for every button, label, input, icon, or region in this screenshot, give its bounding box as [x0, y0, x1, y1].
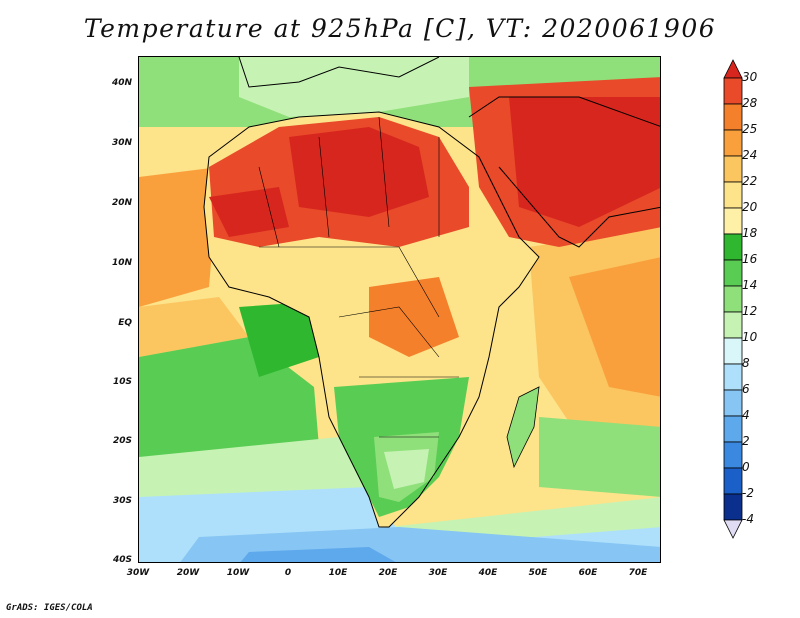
colorbar-swatch: [723, 337, 743, 365]
colorbar-swatch: [723, 493, 743, 521]
colorbar-swatch: [723, 77, 743, 105]
lat-label-20n: 20N: [111, 198, 132, 208]
southern-ocean-coldest: [240, 547, 396, 562]
lon-label-20w: 20W: [176, 568, 200, 578]
lon-label-20e: 20E: [378, 568, 398, 578]
lat-label-10s: 10S: [112, 377, 132, 387]
lon-label-70e: 70E: [628, 568, 648, 578]
mediterranean-cool: [239, 57, 469, 117]
colorbar-label: 0: [742, 460, 750, 474]
lat-label-30s: 30S: [112, 496, 132, 506]
west-sahara-hottest: [209, 187, 289, 237]
colorbar-label: 20: [742, 200, 758, 214]
lat-label-40n: 40N: [111, 78, 132, 88]
colorbar-swatch: [723, 467, 743, 495]
colorbar-swatch: [723, 415, 743, 443]
colorbar-label: 12: [742, 304, 758, 318]
lon-label-30w: 30W: [126, 568, 150, 578]
colorbar-swatch: [723, 259, 743, 287]
sahara-hottest: [289, 127, 429, 217]
colorbar-swatch: [723, 311, 743, 339]
south-atlantic-green-2: [239, 302, 319, 377]
madagascar: [506, 386, 540, 469]
colorbar-label: 18: [742, 226, 758, 240]
colorbar-label: 25: [742, 122, 758, 136]
country-borders: [258, 116, 459, 438]
colorbar-swatch: [723, 389, 743, 417]
temperature-map: [138, 56, 661, 563]
lon-label-30e: 30E: [428, 568, 448, 578]
colorbar-label: 28: [742, 96, 758, 110]
africa-coastline: [203, 111, 540, 528]
colorbar-swatch: [723, 129, 743, 157]
colorbar-label: 14: [742, 278, 758, 292]
colorbar-swatch: [723, 441, 743, 469]
colorbar-label: -2: [742, 486, 754, 500]
lat-label-20s: 20S: [112, 436, 132, 446]
colorbar-label: 16: [742, 252, 758, 266]
lat-label-10n: 10N: [111, 258, 132, 268]
atlantic-warm-band: [139, 167, 219, 307]
colorbar-label: 6: [742, 382, 750, 396]
indian-ocean-hot: [569, 257, 660, 397]
map-title: Temperature at 925hPa [C], VT: 202006190…: [83, 14, 717, 43]
colorbar-label: 10: [742, 330, 758, 344]
colorbar-label: 2: [742, 434, 750, 448]
lon-label-50e: 50E: [528, 568, 548, 578]
colorbar-swatch: [723, 285, 743, 313]
europe-coastline: [238, 57, 440, 88]
colorbar-bottom-triangle: [723, 519, 743, 539]
lon-label-40e: 40E: [478, 568, 498, 578]
colorbar-label: -4: [742, 512, 754, 526]
colorbar-swatch: [723, 363, 743, 391]
colorbar-swatch: [723, 207, 743, 235]
lon-label-10e: 10E: [328, 568, 348, 578]
colorbar-swatch: [723, 155, 743, 183]
credit-text: GrADS: IGES/COLA: [6, 603, 93, 613]
arabia-hottest: [509, 97, 660, 227]
colorbar-label: 22: [742, 174, 758, 188]
lon-label-0: 0: [284, 568, 292, 578]
colorbar-swatch: [723, 181, 743, 209]
colorbar-label: 24: [742, 148, 758, 162]
lat-label-30n: 30N: [111, 138, 132, 148]
lat-label-eq: EQ: [118, 318, 132, 328]
lat-label-40s: 40S: [112, 555, 132, 565]
colorbar-top-triangle: [723, 59, 743, 79]
colorbar-label: 30: [742, 70, 758, 84]
colorbar-label: 8: [742, 356, 750, 370]
colorbar-swatch: [723, 233, 743, 261]
kalahari-cold: [384, 449, 429, 489]
colorbar: [723, 59, 743, 539]
lon-label-10w: 10W: [226, 568, 250, 578]
lon-label-60e: 60E: [578, 568, 598, 578]
arabia-coastline: [468, 96, 660, 248]
central-africa-warm: [369, 277, 459, 357]
colorbar-label: 4: [742, 408, 750, 422]
colorbar-swatch: [723, 103, 743, 131]
indian-ocean-south-green: [539, 417, 660, 497]
